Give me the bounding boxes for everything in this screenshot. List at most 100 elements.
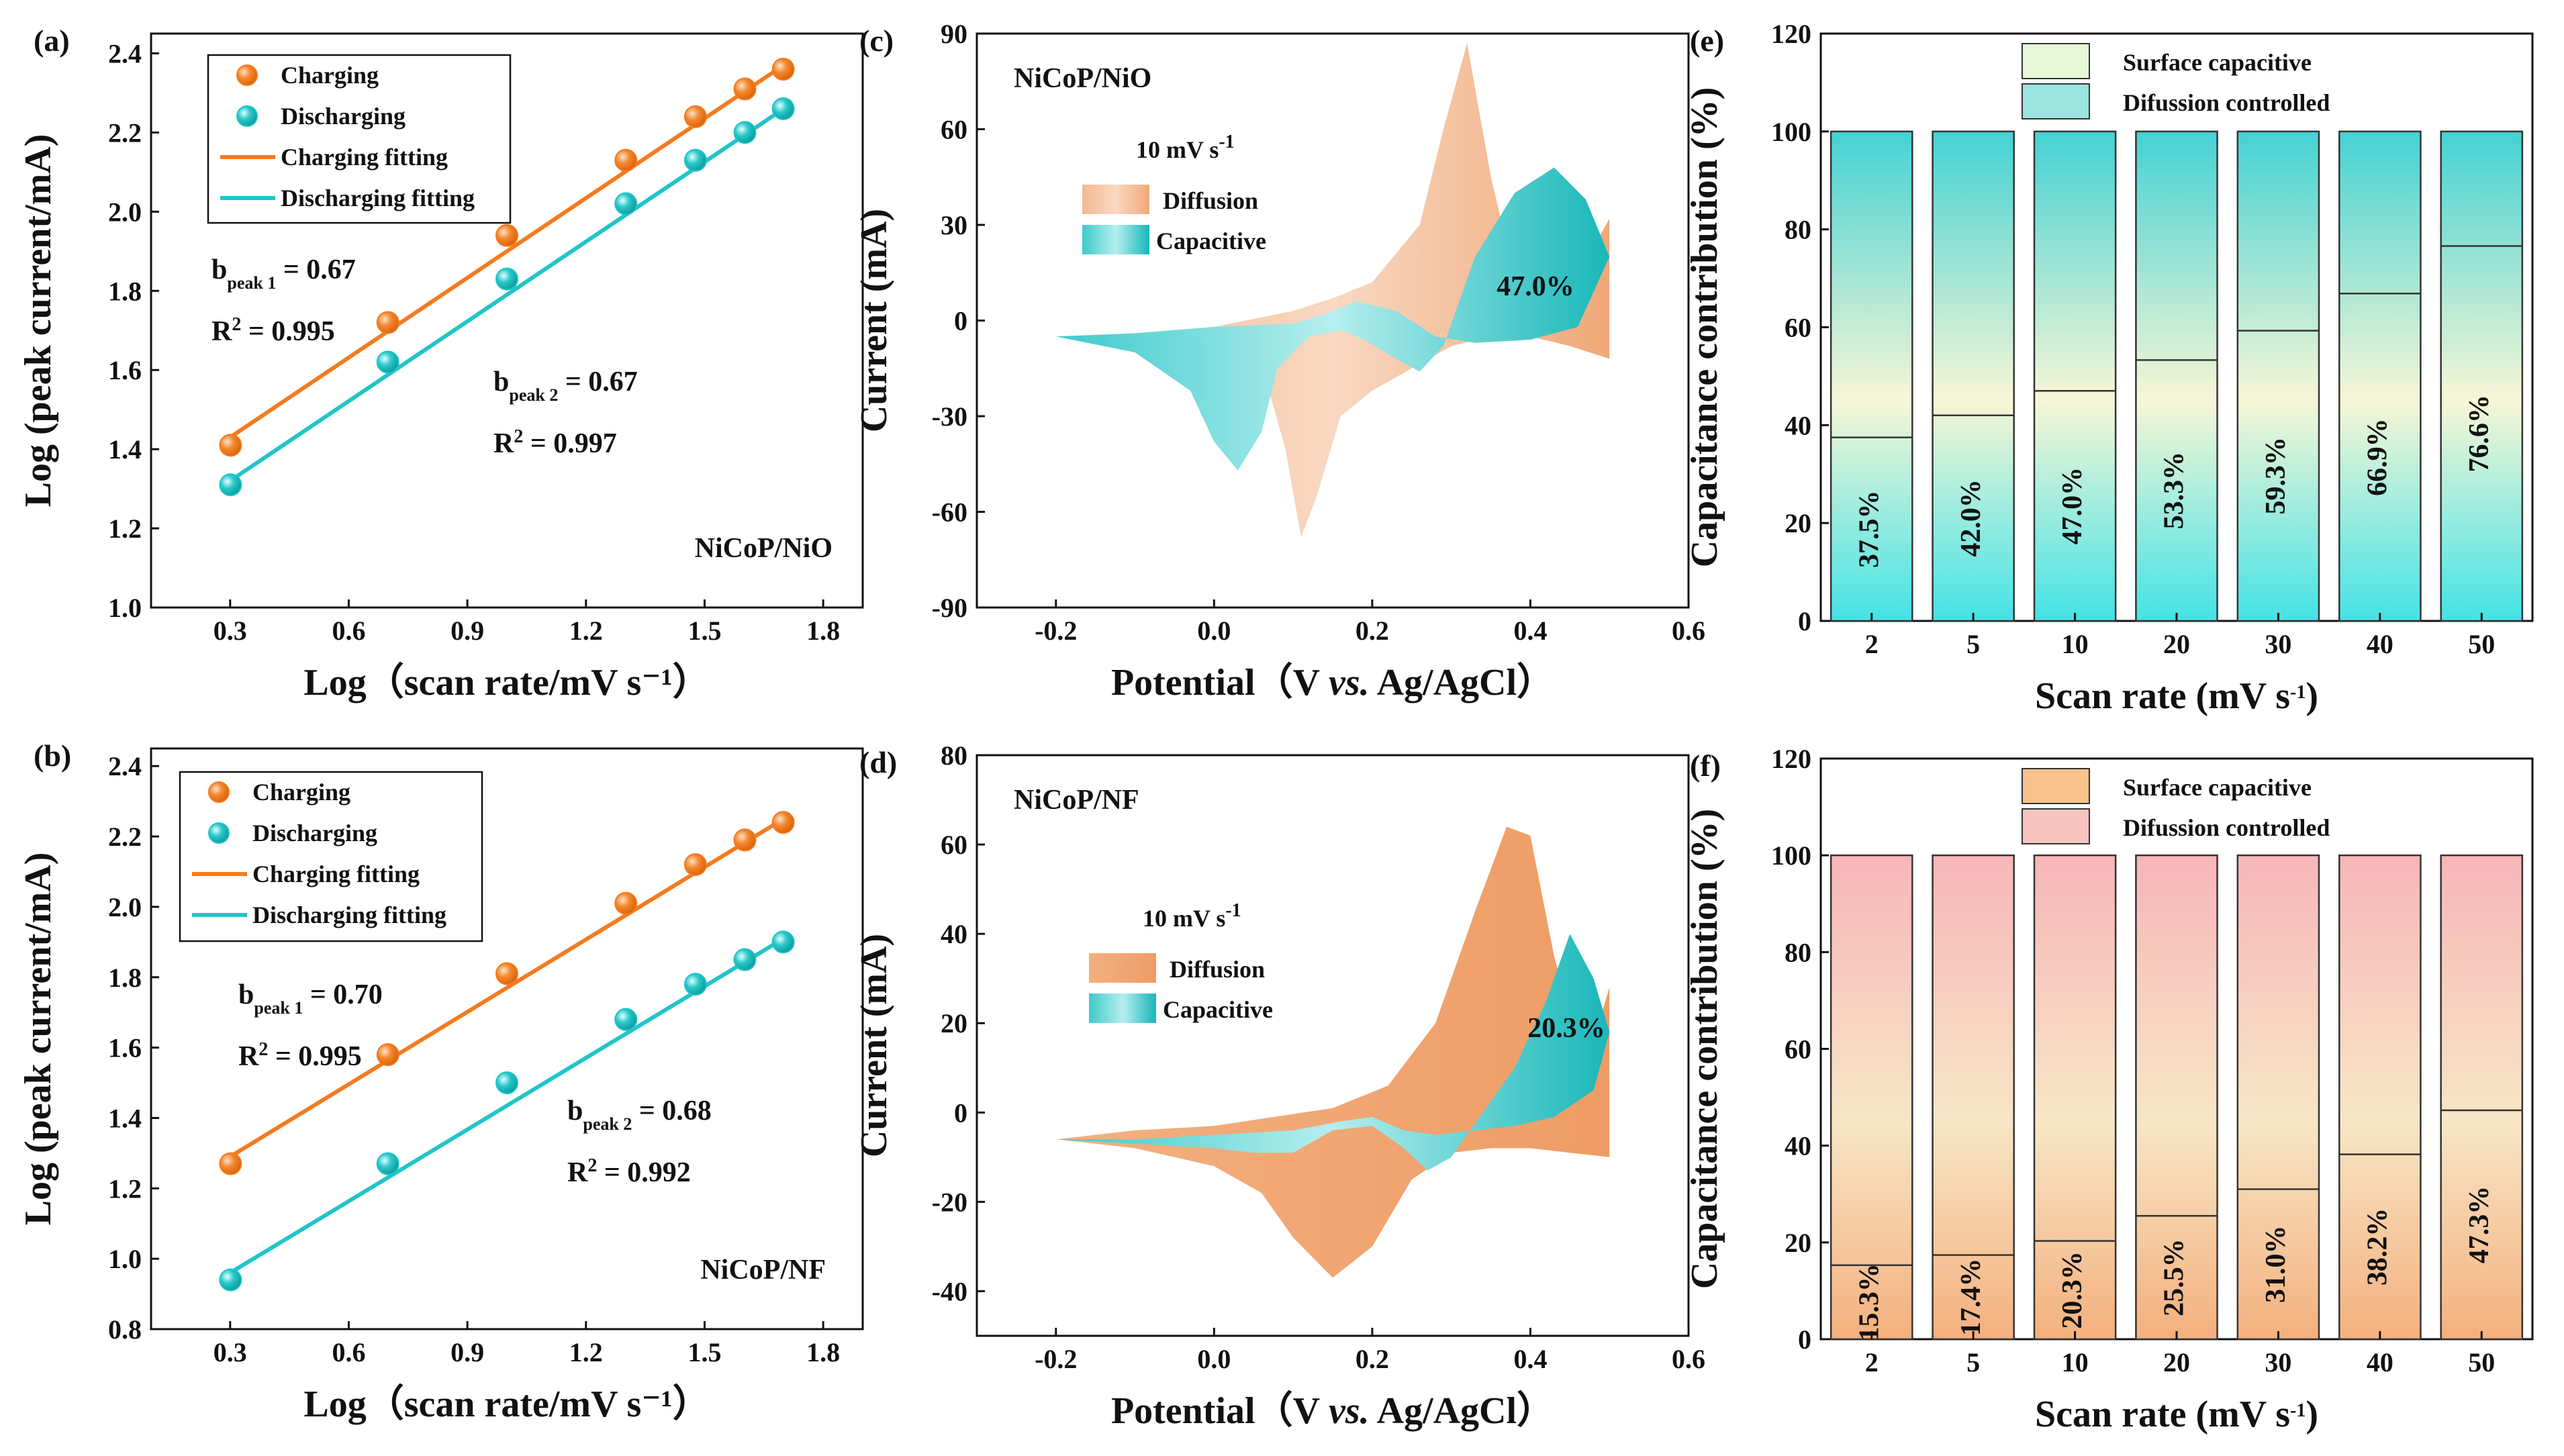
bar-value-label: 38.2%	[2362, 1208, 2393, 1286]
bar-value-label: 59.3%	[2261, 437, 2291, 515]
charging-point	[771, 811, 795, 834]
r-squared-annotation: R2 = 0.995	[238, 1039, 362, 1073]
r-squared-annotation: R2 = 0.992	[567, 1155, 691, 1189]
legend-capacitive-swatch	[1089, 993, 1156, 1023]
y-tick-label: 1.4	[108, 1103, 142, 1133]
capacitive-percent-label: 20.3%	[1527, 1013, 1605, 1044]
diffusion-area	[1055, 826, 1610, 1278]
charging-point	[614, 148, 638, 172]
stacked-bar	[1932, 854, 2015, 1341]
x-tick-label: 0.3	[213, 616, 247, 646]
x-tick-label: 0.6	[1672, 1344, 1705, 1374]
y-axis-label: Current (mA)	[853, 209, 895, 432]
y-tick-label: 2.0	[108, 892, 142, 922]
stacked-bar	[2440, 130, 2524, 622]
y-tick-label: 0.8	[108, 1314, 142, 1345]
y-tick-label: 40	[941, 919, 967, 949]
stacked-bar	[2033, 130, 2117, 622]
y-tick-label: -40	[932, 1276, 967, 1306]
y-tick-label: 0	[1798, 1324, 1811, 1355]
y-tick-label: 20	[1785, 508, 1811, 538]
y-axis-label: Capacitance contribution (%)	[1684, 809, 1725, 1290]
stacked-bar	[2236, 130, 2320, 622]
legend-marker	[208, 781, 230, 803]
x-axis-label: Potential（V vs. Ag/AgCl）	[1111, 1390, 1554, 1432]
legend-diffusion-label: Difussion controlled	[2123, 814, 2330, 841]
panel-label: (c)	[859, 23, 894, 58]
x-tick-label: 2	[1865, 1347, 1879, 1377]
y-tick-label: 40	[1785, 410, 1811, 440]
sample-label: NiCoP/NF	[700, 1255, 826, 1285]
panel-label: (b)	[34, 738, 71, 773]
y-axis-label: Capacitance contribution (%)	[1684, 87, 1725, 568]
discharging-point	[683, 148, 707, 172]
sample-label: NiCoP/NF	[1014, 785, 1139, 816]
bar-20: 53.3%	[2135, 130, 2218, 622]
stacked-bar	[2033, 854, 2117, 1341]
b-value-annotation: bpeak 1 = 0.70	[238, 979, 383, 1018]
x-tick-label: 50	[2468, 629, 2495, 659]
legend-surface-swatch	[2022, 768, 2090, 804]
charging-point	[771, 58, 795, 81]
legend-label: Charging	[281, 62, 379, 89]
bar-40: 66.9%	[2338, 130, 2422, 622]
legend-surface-label: Surface capacitive	[2123, 774, 2312, 801]
y-tick-label: 60	[941, 115, 967, 145]
y-tick-label: 60	[1785, 1034, 1811, 1065]
r-squared-annotation: R2 = 0.995	[211, 314, 335, 348]
x-tick-label: 1.5	[687, 616, 721, 646]
bar-value-label: 31.0%	[2261, 1226, 2291, 1304]
y-tick-label: -90	[932, 593, 967, 623]
bar-40: 38.2%	[2338, 854, 2422, 1341]
x-tick-label: 1.8	[806, 616, 840, 646]
legend-diffusion-swatch	[2022, 808, 2090, 844]
x-tick-label: 0.2	[1356, 616, 1389, 646]
stacked-bar	[2236, 854, 2320, 1341]
stacked-bar	[2338, 130, 2422, 622]
bar-10: 20.3%	[2033, 854, 2117, 1341]
legend-label: Charging fitting	[252, 861, 420, 887]
y-tick-label: 1.0	[108, 593, 142, 623]
y-tick-label: 0	[954, 306, 967, 336]
legend-diffusion-label: Difussion controlled	[2123, 89, 2330, 116]
bar-value-label: 47.3%	[2464, 1186, 2495, 1264]
x-tick-label: 1.5	[687, 1337, 721, 1367]
discharging-point	[771, 930, 795, 954]
bar-30: 31.0%	[2236, 854, 2320, 1341]
y-tick-label: 2.2	[108, 117, 142, 148]
y-tick-label: 100	[1771, 117, 1811, 147]
b-value-annotation: bpeak 2 = 0.68	[567, 1096, 712, 1134]
discharging-point	[771, 97, 795, 121]
legend-box	[207, 54, 512, 224]
stacked-bar	[1830, 854, 1913, 1341]
stacked-bar	[2135, 854, 2218, 1341]
bar-value-label: 25.5%	[2159, 1239, 2190, 1316]
panel-label: (e)	[1690, 23, 1724, 58]
bar-value-label: 37.5%	[1854, 491, 1885, 569]
bar-5: 42.0%	[1932, 130, 2015, 622]
stacked-bar	[1830, 130, 1913, 622]
discharging-point	[219, 1268, 242, 1292]
b-value-annotation: bpeak 1 = 0.67	[211, 254, 356, 293]
legend-marker	[236, 105, 258, 127]
bar-value-label: 53.3%	[2159, 452, 2190, 530]
scan-rate-label: 10 mV s-1	[1143, 900, 1241, 932]
discharging-point	[495, 267, 518, 291]
bar-20: 25.5%	[2135, 854, 2218, 1341]
legend-marker	[208, 822, 230, 844]
panel-b: 0.3 0.6 0.9 1.2 1.5 1.8 0.8 1.0 1.2 1.4 1.6 1.8 2.0 2…	[17, 738, 864, 1425]
y-axis-label: Log (peak current/mA)	[17, 134, 59, 507]
legend-label: Discharging	[281, 103, 406, 130]
panel-label: (f)	[1690, 748, 1721, 783]
r-squared-annotation: R2 = 0.997	[493, 426, 617, 460]
plot-frame	[150, 32, 864, 609]
charging-point	[733, 77, 757, 101]
legend-diffusion-label: Diffusion	[1170, 956, 1265, 983]
legend-diffusion-label: Diffusion	[1163, 187, 1258, 214]
scan-rate-label: 10 mV s-1	[1136, 132, 1235, 164]
y-axis-label: Log (peak current/mA)	[17, 853, 59, 1226]
legend-diffusion-swatch	[2022, 83, 2090, 119]
discharging-point	[733, 948, 757, 971]
sample-label: NiCoP/NiO	[1014, 63, 1151, 94]
plot-frame	[150, 747, 864, 1330]
